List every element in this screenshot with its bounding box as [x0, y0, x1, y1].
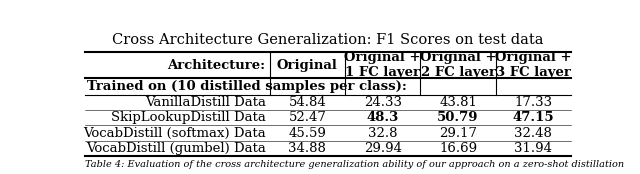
Text: Trained on (10 distilled samples per class):: Trained on (10 distilled samples per cla… — [88, 80, 407, 93]
Text: 29.94: 29.94 — [364, 142, 402, 155]
Text: Table 4: Evaluation of the cross architecture generalization ability of our appr: Table 4: Evaluation of the cross archite… — [85, 160, 624, 169]
Text: VocabDistill (gumbel) Data: VocabDistill (gumbel) Data — [86, 142, 266, 155]
Text: Original: Original — [277, 59, 338, 72]
Text: 50.79: 50.79 — [437, 111, 479, 124]
Text: 32.8: 32.8 — [368, 127, 397, 140]
Text: Original +
2 FC layer: Original + 2 FC layer — [420, 51, 496, 79]
Text: 16.69: 16.69 — [439, 142, 477, 155]
Text: 45.59: 45.59 — [289, 127, 326, 140]
Text: Architecture:: Architecture: — [168, 59, 266, 72]
Text: Cross Architecture Generalization: F1 Scores on test data: Cross Architecture Generalization: F1 Sc… — [112, 33, 544, 47]
Text: 17.33: 17.33 — [515, 96, 552, 109]
Text: VanillaDistill Data: VanillaDistill Data — [145, 96, 266, 109]
Text: 29.17: 29.17 — [439, 127, 477, 140]
Text: Original +
3 FC layer: Original + 3 FC layer — [495, 51, 572, 79]
Text: VocabDistill (softmax) Data: VocabDistill (softmax) Data — [83, 127, 266, 140]
Text: 48.3: 48.3 — [367, 111, 399, 124]
Text: 34.88: 34.88 — [289, 142, 326, 155]
Text: 31.94: 31.94 — [515, 142, 552, 155]
Text: 52.47: 52.47 — [289, 111, 326, 124]
Text: SkipLookupDistill Data: SkipLookupDistill Data — [111, 111, 266, 124]
Text: 24.33: 24.33 — [364, 96, 402, 109]
Text: 43.81: 43.81 — [439, 96, 477, 109]
Text: 47.15: 47.15 — [513, 111, 554, 124]
Text: 32.48: 32.48 — [515, 127, 552, 140]
Text: 54.84: 54.84 — [289, 96, 326, 109]
Text: Original +
1 FC layer: Original + 1 FC layer — [344, 51, 421, 79]
